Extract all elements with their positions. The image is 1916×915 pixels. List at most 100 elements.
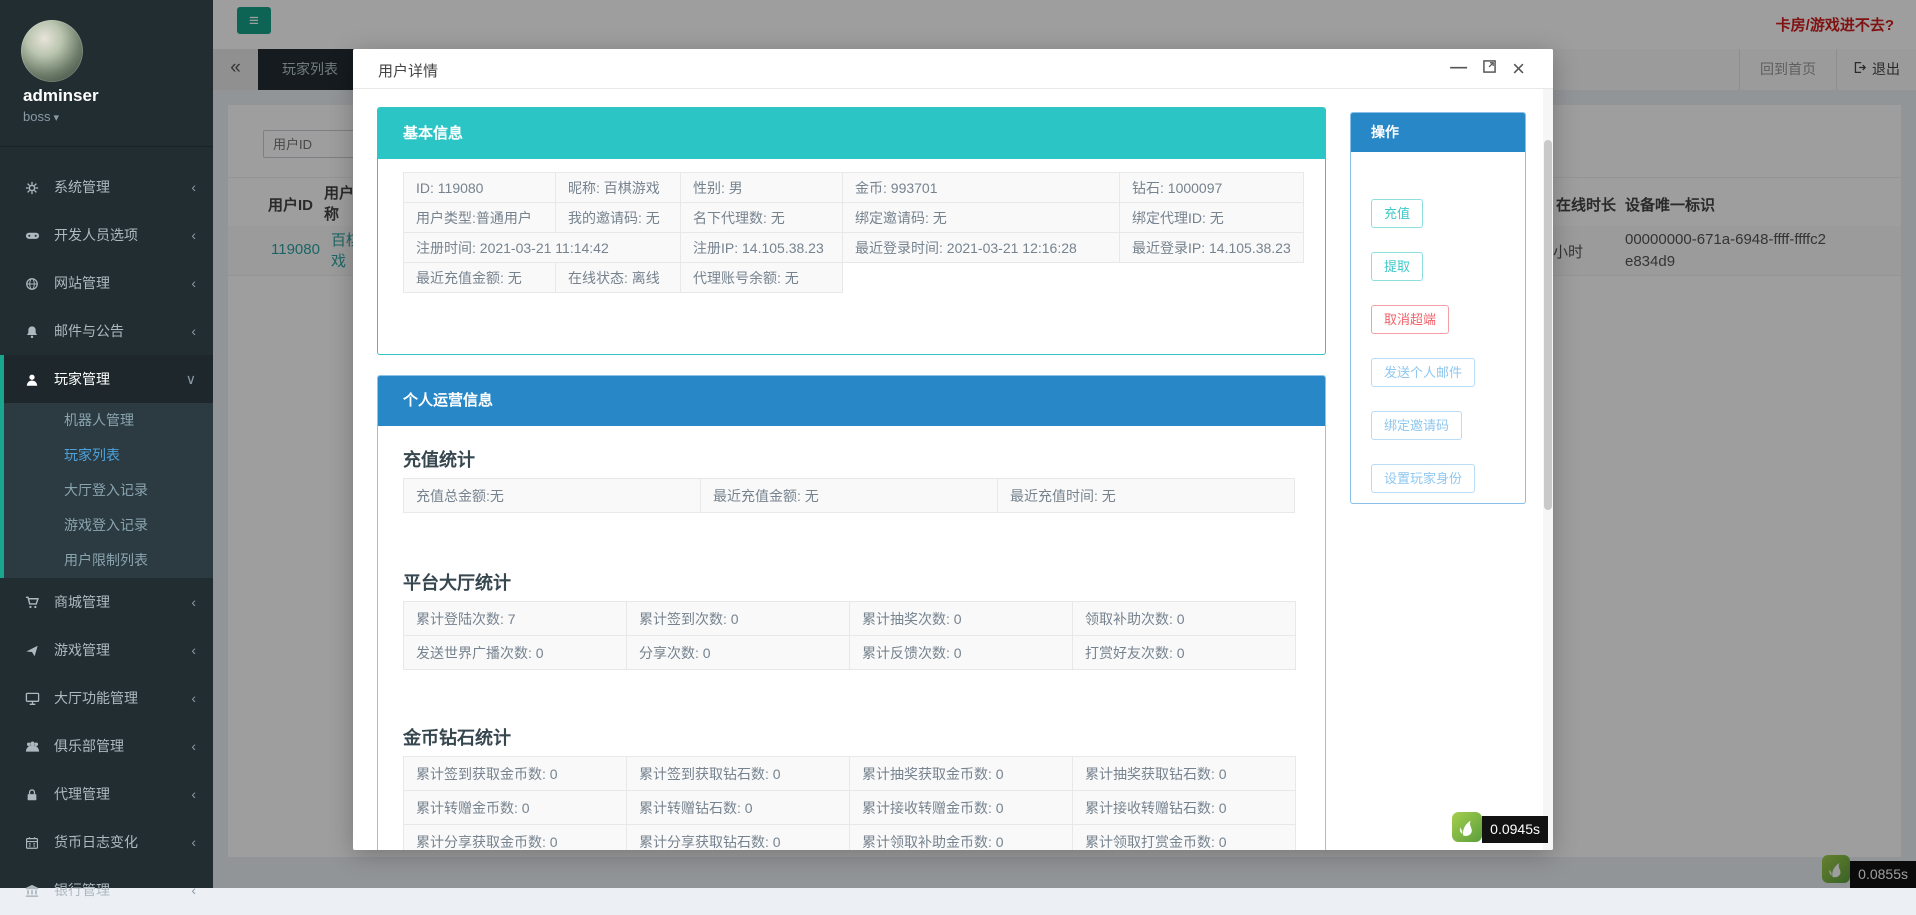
op-button[interactable]: 充值	[1371, 199, 1424, 228]
sidebar-item[interactable]: 货币日志变化 ‹	[0, 818, 213, 866]
modal-header: 用户详情 — ×	[353, 49, 1553, 89]
chevron-icon: ∨	[185, 371, 196, 387]
cart-icon	[25, 579, 47, 627]
sidebar-subitem[interactable]: 大厅登入记录	[64, 482, 148, 498]
gamepad-icon	[25, 212, 47, 260]
sidebar-subitem[interactable]: 机器人管理	[64, 412, 134, 428]
sidebar-item-label: 俱乐部管理	[54, 738, 124, 754]
stat-cell: 累计接收转赠钻石数: 0	[1072, 790, 1296, 825]
stat-cell: 累计抽奖次数: 0	[849, 601, 1073, 636]
sidebar-item[interactable]: 大厅功能管理 ‹	[0, 674, 213, 722]
user-id-search-input[interactable]	[263, 130, 355, 158]
sidebar-item[interactable]: 邮件与公告 ‹	[0, 307, 213, 355]
online-time-value: 小时	[1553, 244, 1584, 261]
op-button[interactable]: 绑定邀请码	[1371, 411, 1463, 440]
stat-cell: 累计转赠金币数: 0	[403, 790, 627, 825]
username: adminser	[23, 86, 99, 105]
user-id-link[interactable]: 119080	[271, 241, 320, 258]
user-icon	[25, 356, 47, 404]
chevron-icon: ‹	[191, 594, 196, 610]
operation-banner: 操作	[1351, 113, 1525, 152]
sidebar-item[interactable]: 网站管理 ‹	[0, 259, 213, 307]
logout-button[interactable]: 退出	[1836, 49, 1916, 90]
info-cell: 最近充值金额: 无	[403, 262, 556, 293]
calendar-icon	[25, 819, 47, 867]
op-button[interactable]: 发送个人邮件	[1371, 358, 1476, 387]
sidebar-item-label: 网站管理	[54, 275, 110, 291]
maximize-icon[interactable]	[1483, 60, 1496, 77]
info-cell: 钻石: 1000097	[1119, 172, 1304, 203]
chevron-icon: ‹	[191, 179, 196, 195]
basic-info-table: ID: 119080 昵称: 百棋游戏 性别: 男金币: 993701 钻石: 100…	[403, 172, 1304, 293]
info-cell: 名下代理数: 无	[680, 202, 843, 233]
sidebar-item[interactable]: 俱乐部管理 ‹	[0, 722, 213, 770]
chevron-icon: ‹	[191, 882, 196, 898]
sidebar-item[interactable]: 游戏管理 ‹	[0, 626, 213, 674]
sidebar-item[interactable]: 商城管理 ‹	[0, 578, 213, 626]
tabs-collapse-button[interactable]: «	[213, 49, 259, 90]
stat-cell: 累计签到获取金币数: 0	[403, 756, 627, 791]
lock-icon	[25, 771, 47, 819]
sidebar-item-label: 商城管理	[54, 594, 110, 610]
sidebar-subitem[interactable]: 用户限制列表	[64, 552, 148, 568]
sidebar-subitem[interactable]: 玩家列表	[64, 447, 120, 463]
info-cell: 用户类型:普通用户	[403, 202, 556, 233]
chevron-icon: ‹	[191, 275, 196, 291]
info-cell: 绑定邀请码: 无	[842, 202, 1120, 233]
home-link[interactable]: 回到首页	[1739, 49, 1836, 90]
op-button[interactable]: 设置玩家身份	[1371, 464, 1476, 493]
sidebar-item[interactable]: 系统管理 ‹	[0, 163, 213, 211]
stat-cell: 累计分享获取金币数: 0	[403, 824, 627, 850]
sidebar-divider	[0, 146, 213, 147]
stat-table: 累计签到获取金币数: 0 累计签到获取钻石数: 0 累计抽奖获取金币数: 0 累计抽奖…	[403, 756, 1296, 850]
tab-player-list[interactable]: 玩家列表	[258, 49, 362, 90]
minimize-icon[interactable]: —	[1450, 57, 1468, 76]
op-button[interactable]: 提取	[1371, 252, 1424, 281]
sidebar-toggle-button[interactable]: ≡	[237, 7, 271, 34]
chevron-icon: ‹	[191, 642, 196, 658]
send-icon	[25, 627, 47, 675]
stat-cell: 打赏好友次数: 0	[1072, 635, 1296, 670]
stat-cell: 最近充值时间: 无	[997, 478, 1295, 513]
sidebar-item[interactable]: 玩家管理 ∨	[4, 355, 213, 403]
sidebar-item[interactable]: 银行管理 ‹	[0, 866, 213, 914]
col-online-time: 在线时长	[1556, 197, 1617, 214]
sidebar-item-label: 游戏管理	[54, 642, 110, 658]
sidebar-tree: 玩家管理 ∨ 机器人管理玩家列表大厅登入记录 游戏登入记录 用户限制列表	[0, 355, 213, 578]
section-heading: 平台大厅统计	[403, 573, 511, 593]
stat-cell: 累计抽奖获取金币数: 0	[849, 756, 1073, 791]
logout-icon	[1853, 49, 1867, 90]
stat-cell: 累计转赠钻石数: 0	[626, 790, 850, 825]
sidebar-item-label: 货币日志变化	[54, 834, 138, 850]
stat-cell: 累计签到获取钻石数: 0	[626, 756, 850, 791]
info-cell: 我的邀请码: 无	[555, 202, 681, 233]
sidebar-item-label: 玩家管理	[54, 371, 110, 387]
chevron-icon: ‹	[191, 690, 196, 706]
stat-cell: 分享次数: 0	[626, 635, 850, 670]
sidebar-item[interactable]: 代理管理 ‹	[0, 770, 213, 818]
info-cell: 昵称: 百棋游戏	[555, 172, 681, 203]
basic-info-banner: 基本信息	[378, 108, 1325, 159]
op-button[interactable]: 取消超端	[1371, 305, 1450, 334]
top-navbar: ≡ 卡房/游戏进不去?	[213, 0, 1916, 49]
info-cell: ID: 119080	[403, 172, 556, 203]
sidebar-subitem[interactable]: 游戏登入记录	[64, 517, 148, 533]
stat-cell: 累计抽奖获取钻石数: 0	[1072, 756, 1296, 791]
modal-title: 用户详情	[378, 63, 439, 80]
section-heading: 金币钻石统计	[403, 728, 511, 748]
sidebar-item-label: 邮件与公告	[54, 323, 124, 339]
device-id-value: 00000000-671a-6948-ffff-ffffc2e834d9	[1625, 231, 1827, 270]
info-cell: 性别: 男	[680, 172, 843, 203]
sidebar-item[interactable]: 开发人员选项 ‹	[0, 211, 213, 259]
stat-cell: 累计领取补助金币数: 0	[849, 824, 1073, 850]
col-user-id: 用户ID	[268, 197, 314, 214]
stat-cell: 累计签到次数: 0	[626, 601, 850, 636]
stat-cell: 最近充值金额: 无	[700, 478, 998, 513]
stat-cell: 累计反馈次数: 0	[849, 635, 1073, 670]
basic-info-card: 基本信息 ID: 119080 昵称: 百棋游戏 性别: 男金币: 993701 钻石…	[377, 107, 1326, 355]
modal-scrollbar-thumb[interactable]	[1544, 140, 1552, 510]
role-dropdown[interactable]: boss ▾	[23, 109, 59, 124]
close-icon[interactable]: ×	[1512, 55, 1525, 81]
help-notice-link[interactable]: 卡房/游戏进不去?	[1775, 17, 1894, 34]
info-cell: 代理账号余额: 无	[680, 262, 843, 293]
